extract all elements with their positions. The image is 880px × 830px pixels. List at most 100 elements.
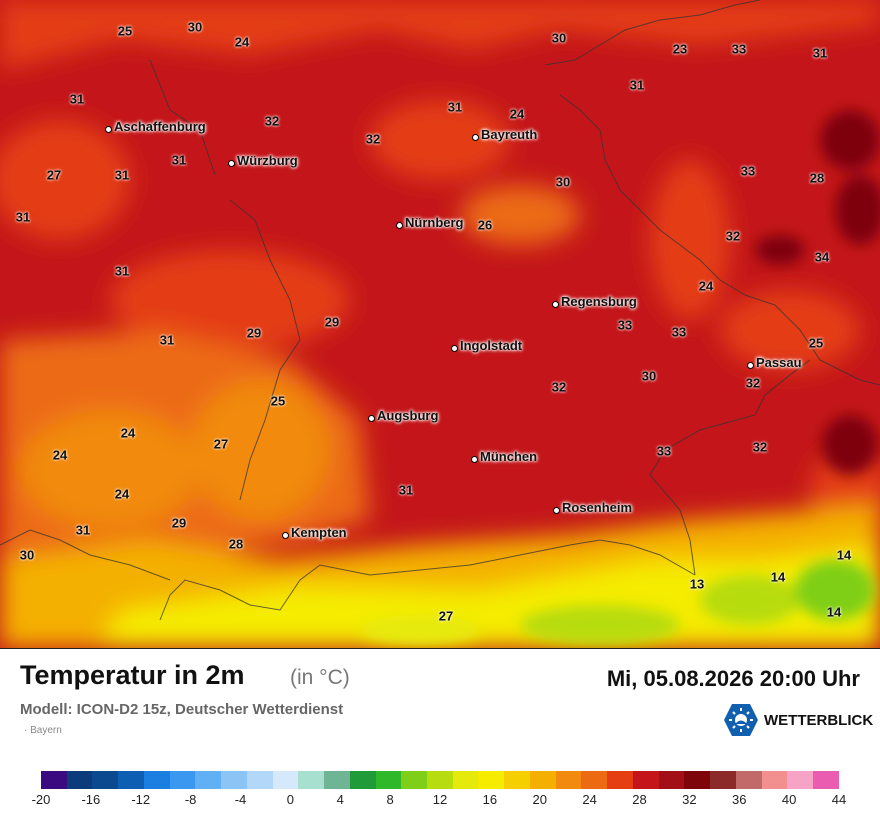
temperature-value: 31 xyxy=(447,99,463,115)
color-scale-tick-label: 16 xyxy=(482,792,498,807)
temperature-value: 31 xyxy=(398,482,414,498)
temperature-value: 32 xyxy=(725,228,741,244)
temperature-value: 31 xyxy=(69,91,85,107)
color-scale-tick-label: 20 xyxy=(532,792,547,807)
city-name: Bayreuth xyxy=(481,127,538,142)
temperature-value: 27 xyxy=(213,436,229,452)
color-scale-bar xyxy=(41,771,839,789)
city-dot xyxy=(551,300,559,308)
color-scale-tick-label: 24 xyxy=(582,792,597,807)
color-scale-swatch xyxy=(92,771,119,789)
temperature-value: 31 xyxy=(171,152,187,168)
color-scale-swatch xyxy=(478,771,505,789)
temperature-value: 32 xyxy=(551,379,567,395)
temperature-value: 23 xyxy=(672,41,688,57)
temperature-value: 33 xyxy=(731,41,747,57)
city-name: Aschaffenburg xyxy=(114,119,206,134)
color-scale-swatch xyxy=(169,771,196,789)
temperature-value: 31 xyxy=(114,167,130,183)
color-scale-swatch xyxy=(66,771,93,789)
color-scale-swatch xyxy=(375,771,402,789)
temperature-value: 30 xyxy=(187,19,203,35)
temperature-value: 33 xyxy=(740,163,756,179)
color-scale-tick-label: 8 xyxy=(386,792,394,807)
color-scale-swatch xyxy=(607,771,633,789)
temperature-value: 24 xyxy=(234,34,250,50)
color-scale-swatch xyxy=(452,771,479,789)
temperature-field xyxy=(0,0,880,648)
city-name: Regensburg xyxy=(561,294,637,309)
color-scale-swatch xyxy=(735,771,762,789)
temperature-value: 30 xyxy=(19,547,35,563)
temperature-value: 25 xyxy=(270,393,286,409)
city-name: Kempten xyxy=(291,525,347,540)
temperature-map: 25 30 24 30 23 33 31 31 31 24 32 31 32 3… xyxy=(0,0,880,649)
temperature-value: 14 xyxy=(770,569,786,585)
color-scale-swatch xyxy=(581,771,608,789)
city-dot xyxy=(471,133,479,141)
temperature-value: 32 xyxy=(365,131,381,147)
temperature-value: 31 xyxy=(15,209,31,225)
temperature-value: 33 xyxy=(671,324,687,340)
temperature-value: 14 xyxy=(836,547,852,563)
city-name: Ingolstadt xyxy=(460,338,523,353)
color-scale-swatch xyxy=(143,771,170,789)
temperature-value: 14 xyxy=(826,604,842,620)
temperature-value: 24 xyxy=(52,447,68,463)
color-scale-swatch xyxy=(710,771,736,789)
color-scale-swatch xyxy=(221,771,247,789)
color-scale-tick-label: 44 xyxy=(831,792,847,807)
color-scale-swatch xyxy=(555,771,582,789)
brand-logo: WETTERBLICK xyxy=(723,703,873,737)
city-dot xyxy=(281,531,289,539)
city-name: München xyxy=(480,449,538,464)
color-scale-tick-label: 40 xyxy=(781,792,797,807)
temperature-value: 24 xyxy=(120,425,136,441)
color-scale-swatch xyxy=(632,771,659,789)
temperature-value: 24 xyxy=(114,486,130,502)
wetterblick-logo-icon xyxy=(724,704,758,736)
map-title: Temperatur in 2m xyxy=(20,660,245,690)
temperature-value: 27 xyxy=(46,167,62,183)
color-scale-tick-label: 32 xyxy=(682,792,697,807)
color-scale-swatch xyxy=(195,771,222,789)
color-scale-tick-label: -4 xyxy=(234,792,247,807)
color-scale-swatch xyxy=(324,771,350,789)
color-scale-tick-label: 12 xyxy=(432,792,448,807)
region-label: · Bayern xyxy=(24,725,62,736)
color-scale-swatch xyxy=(504,771,530,789)
temperature-value: 34 xyxy=(814,249,830,265)
temperature-value: 31 xyxy=(629,77,645,93)
temperature-value: 28 xyxy=(809,170,825,186)
city-name: Rosenheim xyxy=(562,500,633,515)
temperature-value: 24 xyxy=(509,106,525,122)
color-scale-tick-label: -8 xyxy=(184,792,197,807)
temperature-value: 28 xyxy=(228,536,244,552)
temperature-value: 32 xyxy=(264,113,280,129)
color-scale-swatch xyxy=(401,771,428,789)
color-scale-swatch xyxy=(761,771,788,789)
color-scale-swatch xyxy=(118,771,144,789)
model-source: Modell: ICON-D2 15z, Deutscher Wetterdie… xyxy=(20,701,344,718)
color-scale-swatch xyxy=(272,771,299,789)
city-name: Würzburg xyxy=(237,153,298,168)
color-scale-swatch xyxy=(246,771,273,789)
temperature-value: 24 xyxy=(698,278,714,294)
city-dot xyxy=(367,414,375,422)
city-name: Passau xyxy=(756,355,802,370)
temperature-value: 31 xyxy=(75,522,91,538)
map-unit: (in °C) xyxy=(290,666,350,689)
city-dot xyxy=(227,159,235,167)
color-scale-swatch xyxy=(529,771,556,789)
color-scale-tick-label: 0 xyxy=(286,792,294,807)
temperature-value: 30 xyxy=(555,174,571,190)
brand-name: WETTERBLICK xyxy=(764,712,874,729)
temperature-value: 33 xyxy=(656,443,672,459)
temperature-value: 29 xyxy=(171,515,187,531)
temperature-value: 31 xyxy=(812,45,828,61)
color-scale-labels: -20 -16 -12 -8 -4 0 4 8 12 16 20 24 28 32 36 40 44 xyxy=(32,792,847,808)
color-scale-tick-label: -12 xyxy=(131,792,151,807)
city-name: Augsburg xyxy=(377,408,439,423)
temperature-value: 13 xyxy=(689,576,705,592)
city-dot xyxy=(104,125,112,133)
